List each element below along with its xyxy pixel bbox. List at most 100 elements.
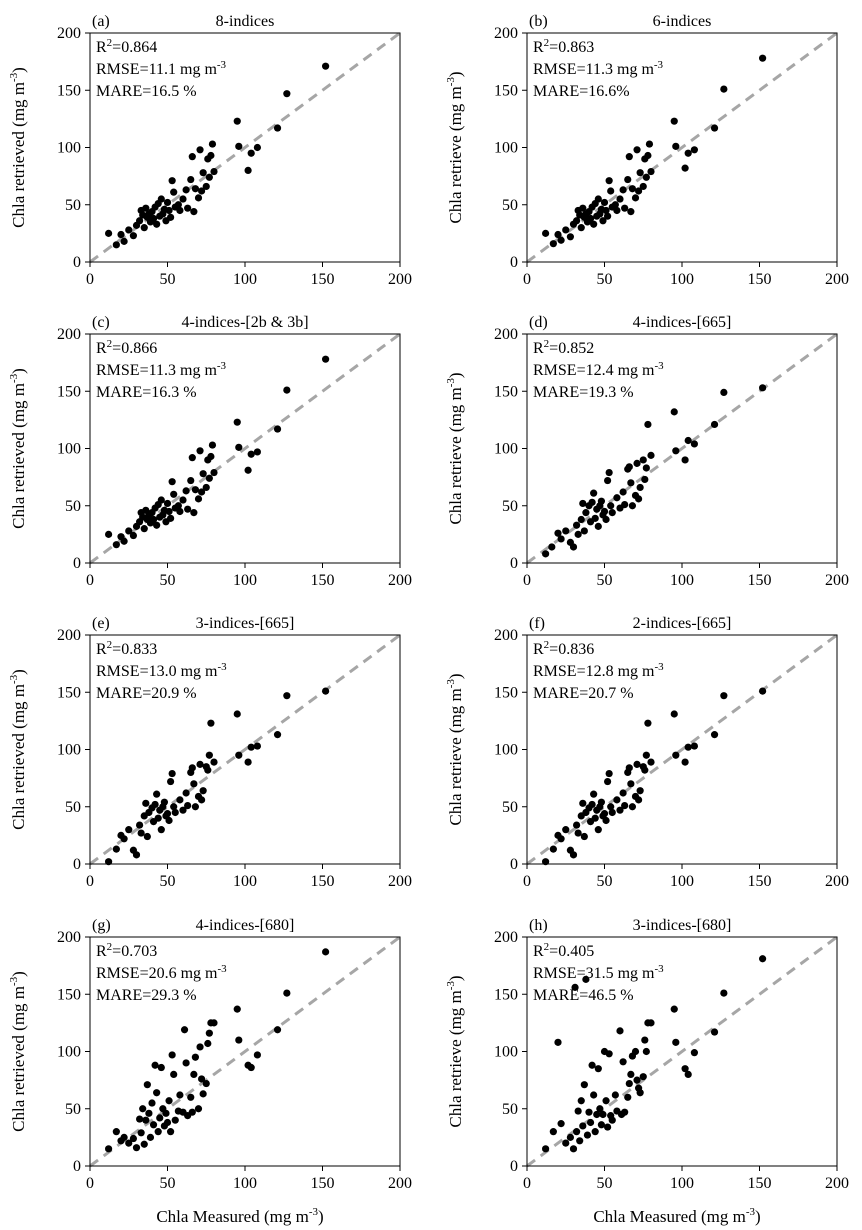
data-point	[273, 731, 282, 739]
data-point	[577, 224, 585, 232]
data-point	[184, 505, 192, 513]
data-point	[273, 1026, 282, 1034]
r-squared-annotation: R2=0.863	[533, 37, 594, 56]
data-point	[577, 515, 585, 524]
panel-label: (c)	[92, 314, 110, 331]
data-point	[202, 483, 210, 492]
data-point	[322, 948, 330, 956]
data-point	[151, 1061, 159, 1069]
data-point	[171, 808, 179, 817]
data-point	[580, 832, 588, 841]
x-tick-label: 100	[233, 271, 257, 288]
mare-annotation: MARE=46.5 %	[533, 987, 634, 1004]
y-tick-label: 200	[494, 627, 518, 644]
data-point	[720, 388, 728, 396]
data-point	[196, 447, 204, 455]
panel-label: (h)	[529, 917, 548, 934]
data-point	[642, 464, 650, 472]
data-point	[129, 232, 137, 240]
data-point	[153, 220, 161, 228]
y-tick-label: 0	[73, 254, 81, 271]
data-point	[759, 54, 767, 62]
y-tick-label: 150	[57, 986, 81, 1003]
data-point	[710, 731, 719, 739]
data-point	[580, 1081, 588, 1089]
data-point	[143, 1081, 151, 1089]
data-point	[569, 851, 578, 859]
data-point	[720, 692, 728, 700]
r-squared-annotation: R2=0.833	[96, 639, 157, 658]
one-to-one-line	[526, 31, 838, 264]
data-point	[198, 1075, 206, 1083]
data-point	[160, 798, 168, 806]
data-point	[190, 509, 198, 517]
data-point	[168, 1051, 176, 1059]
data-point	[616, 806, 624, 814]
data-point	[170, 188, 178, 196]
data-point	[191, 1053, 199, 1061]
data-point	[569, 1145, 578, 1153]
data-point	[577, 1097, 585, 1105]
data-point	[157, 496, 165, 504]
data-point	[207, 719, 215, 727]
data-point	[574, 829, 582, 837]
data-point	[188, 454, 196, 462]
data-point	[198, 488, 206, 496]
data-point	[588, 800, 596, 809]
one-to-one-line	[89, 935, 401, 1168]
y-axis-label: Chla retrieved (mg m-3)	[8, 67, 28, 228]
y-tick-label: 100	[494, 441, 518, 458]
data-point	[573, 521, 581, 529]
x-axis-label-left: Chla Measured (mg m-3)	[156, 1206, 323, 1226]
data-point	[635, 796, 643, 804]
data-point	[199, 787, 207, 795]
data-point	[635, 187, 643, 195]
data-point	[621, 1108, 629, 1116]
data-point	[125, 527, 133, 535]
y-tick-label: 0	[510, 1158, 518, 1175]
data-point	[188, 153, 196, 161]
y-tick-label: 150	[494, 383, 518, 400]
data-point	[670, 1005, 678, 1013]
data-point	[132, 1144, 141, 1152]
data-point	[187, 1093, 195, 1101]
x-tick-label: 150	[311, 271, 335, 288]
data-point	[548, 543, 556, 551]
one-to-one-line	[89, 31, 401, 264]
data-point	[604, 212, 612, 220]
data-point	[283, 90, 291, 98]
y-axis-label: Chla retrieved (mg m-3)	[8, 971, 28, 1132]
data-point	[557, 535, 565, 543]
data-point	[636, 787, 644, 795]
data-point	[554, 1038, 562, 1046]
x-tick-label: 150	[311, 1175, 335, 1192]
data-point	[616, 195, 624, 203]
data-point	[154, 814, 162, 822]
data-point	[283, 386, 291, 394]
data-point	[647, 451, 655, 459]
mare-annotation: MARE=16.3 %	[96, 384, 197, 401]
x-tick-label: 0	[86, 1175, 94, 1192]
data-point	[125, 1139, 133, 1147]
data-point	[148, 1099, 156, 1107]
data-point	[599, 1110, 607, 1119]
mare-annotation: MARE=20.7 %	[533, 685, 634, 702]
data-point	[184, 802, 192, 810]
data-point	[167, 1128, 175, 1136]
data-point	[190, 1070, 198, 1078]
data-point	[199, 169, 207, 177]
x-tick-label: 0	[523, 572, 531, 589]
rmse-annotation: RMSE=13.0 mg m-3	[96, 661, 227, 680]
data-point	[182, 1059, 190, 1067]
data-point	[681, 164, 689, 172]
data-point	[571, 983, 579, 991]
data-point	[613, 494, 621, 502]
one-to-one-line	[526, 935, 838, 1168]
one-to-one-line	[526, 633, 838, 866]
data-point	[112, 541, 120, 549]
data-point	[600, 810, 609, 818]
data-point	[605, 769, 613, 778]
data-point	[644, 719, 652, 727]
x-tick-label: 0	[523, 873, 531, 890]
data-point	[642, 1047, 650, 1056]
